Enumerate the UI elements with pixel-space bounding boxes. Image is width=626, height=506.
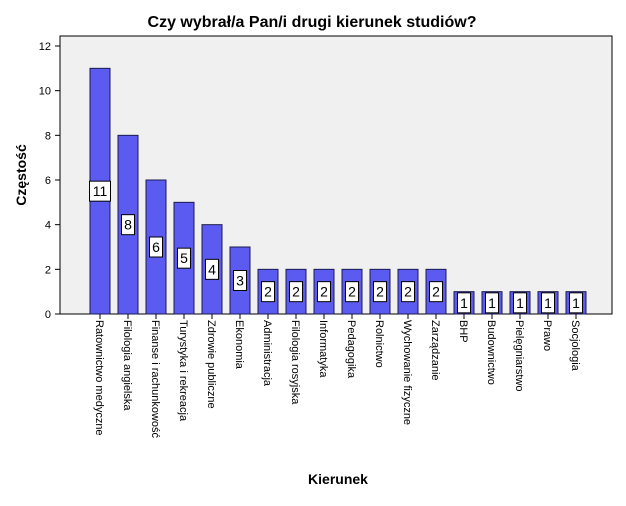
data-label: 2 (432, 284, 440, 300)
x-tick-label: Socjologia (569, 320, 581, 372)
data-label: 6 (152, 239, 160, 255)
data-label: 2 (348, 284, 356, 300)
data-label-box (149, 236, 163, 258)
data-label-box (569, 292, 583, 314)
data-label-box (261, 281, 275, 303)
data-label-box (205, 258, 219, 280)
data-label-box (541, 292, 555, 314)
x-tick-label: Budownictwo (485, 320, 497, 385)
x-tick-label: Zdrowie publiczne (205, 320, 217, 409)
x-tick-label: Pielęgniarstwo (513, 320, 525, 392)
x-tick-label: Finanse i rachunkowość (149, 320, 161, 439)
data-label-box (233, 270, 247, 291)
y-tick-label: 0 (45, 309, 51, 321)
data-label-box (317, 281, 331, 303)
data-label: 4 (208, 261, 216, 277)
data-label-box (457, 292, 471, 314)
data-label: 5 (180, 250, 188, 266)
y-tick-label: 10 (39, 86, 51, 98)
data-label-box (345, 281, 359, 303)
data-label: 1 (488, 295, 496, 311)
data-label: 3 (236, 273, 244, 289)
x-tick-label: Informatyka (317, 320, 329, 378)
data-label-box (89, 180, 111, 202)
x-tick-label: Administracja (261, 320, 273, 387)
y-tick-label: 2 (45, 264, 51, 276)
x-tick-label: Ekonomia (233, 320, 245, 370)
data-label: 2 (292, 284, 300, 300)
data-label: 2 (376, 284, 384, 300)
y-axis-label: Częstość (13, 144, 29, 206)
data-label-box (401, 281, 415, 303)
data-label: 2 (404, 284, 412, 300)
data-label: 1 (460, 295, 468, 311)
x-tick-label: Filologia angielska (121, 320, 133, 411)
data-label: 2 (320, 284, 328, 300)
data-label-box (121, 214, 135, 236)
data-label: 8 (124, 217, 132, 233)
x-tick-label: Zarządzanie (429, 320, 441, 381)
data-label-box (485, 292, 499, 314)
x-tick-label: BHP (457, 320, 469, 343)
chart-title: Czy wybrał/a Pan/i drugi kierunek studió… (148, 14, 477, 31)
x-tick-label: Pedagogika (345, 320, 357, 379)
y-tick-label: 12 (39, 41, 51, 53)
data-label-box (429, 281, 443, 303)
x-tick-label: Turystyka i rekreacja (177, 320, 189, 422)
y-tick-label: 4 (45, 220, 51, 232)
x-tick-label: Prawo (541, 320, 553, 351)
data-label: 11 (93, 183, 108, 199)
data-label: 1 (544, 295, 552, 311)
x-tick-label: Wychowanie fizyczne (401, 320, 413, 425)
data-label: 1 (572, 295, 580, 311)
data-label: 1 (516, 295, 524, 311)
x-tick-label: Ratownictwo medyczne (93, 320, 105, 436)
x-tick-label: Filologia rosyjska (289, 320, 301, 405)
plot-area (59, 35, 613, 315)
x-tick-label: Rolnictwo (373, 320, 385, 368)
x-axis-label: Kierunek (308, 471, 368, 487)
data-label-box (373, 281, 387, 303)
y-tick-label: 6 (45, 175, 51, 187)
data-label-box (289, 281, 303, 303)
data-label: 2 (264, 284, 272, 300)
data-label-box (177, 247, 191, 269)
data-label-box (513, 292, 527, 314)
y-tick-label: 8 (45, 130, 51, 142)
